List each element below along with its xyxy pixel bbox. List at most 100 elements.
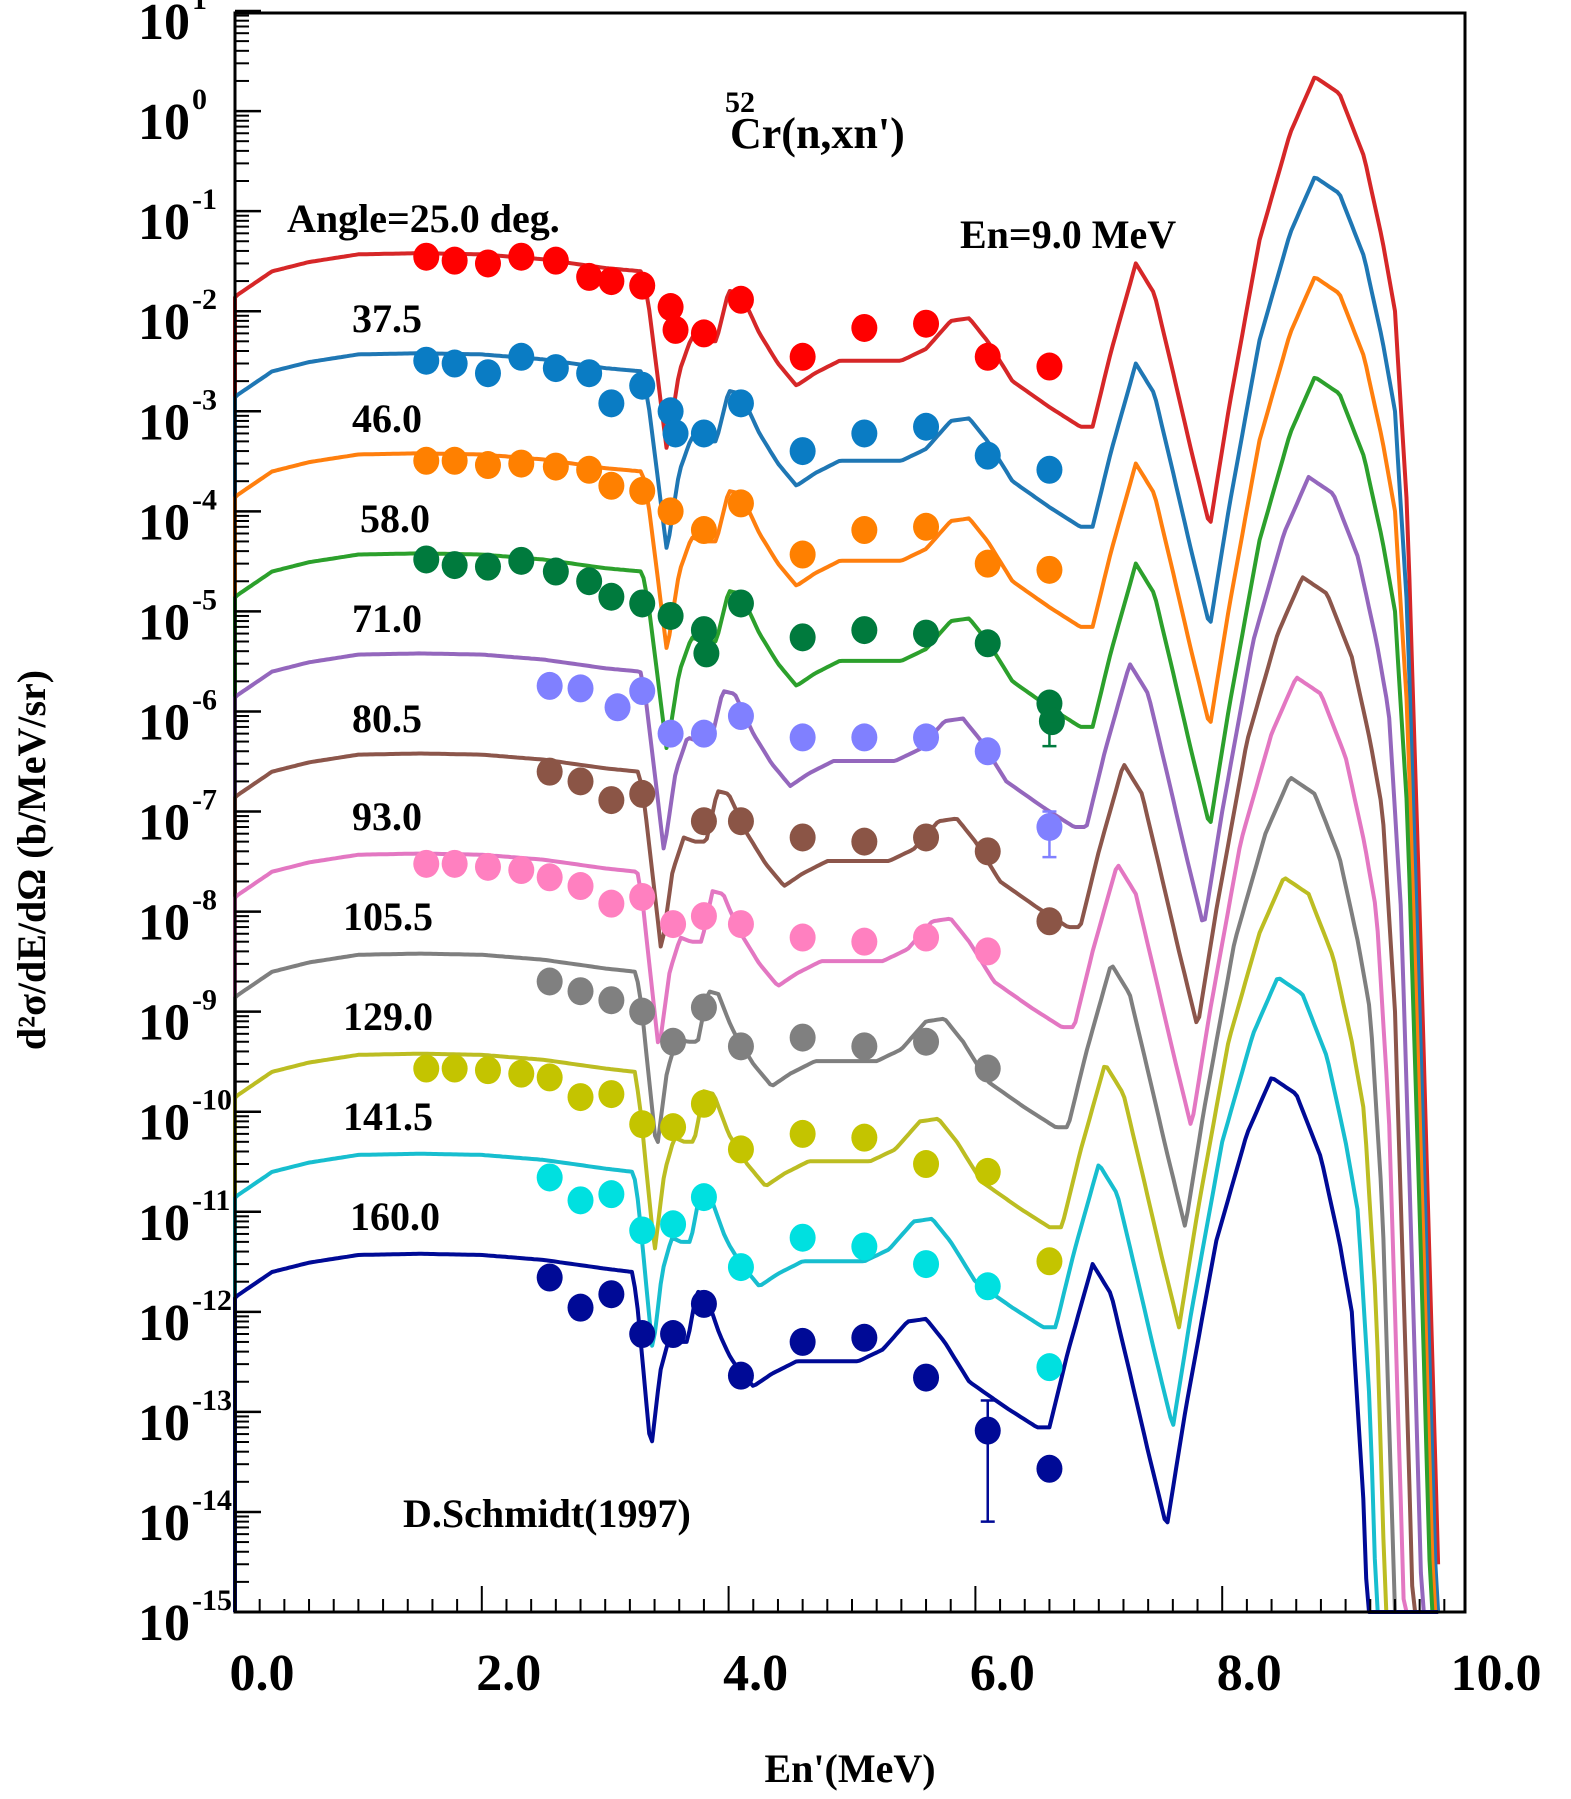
data-point-71.0: [789, 723, 816, 752]
data-point-25.0: [474, 249, 501, 278]
y-tick-label: 10: [138, 294, 190, 351]
data-point-129.0: [660, 1113, 687, 1142]
x-axis-ticks: [234, 1586, 1446, 1612]
data-point-25.0: [690, 319, 717, 348]
data-point-58.0: [913, 619, 940, 648]
data-point-25.0: [413, 242, 440, 271]
data-point-46.0: [441, 446, 468, 475]
data-point-37.5: [690, 419, 717, 448]
data-point-71.0: [629, 677, 656, 706]
y-tick-exponent: -1: [192, 183, 217, 216]
y-tick-label: 10: [138, 1095, 190, 1152]
data-point-46.0: [851, 516, 878, 545]
data-point-129.0: [567, 1083, 594, 1112]
angle-label-80.5: 80.5: [352, 696, 422, 741]
data-point-37.5: [508, 342, 535, 371]
data-point-25.0: [662, 315, 689, 344]
data-point-105.5: [629, 997, 656, 1026]
data-point-46.0: [789, 540, 816, 569]
data-point-141.5: [660, 1210, 687, 1239]
x-tick-label: 4.0: [723, 1645, 788, 1702]
y-axis-tick-labels: 10110010-110-210-310-410-510-610-710-810…: [138, 0, 232, 1652]
data-point-80.5: [690, 807, 717, 836]
data-point-80.5: [789, 823, 816, 852]
y-tick-exponent: -10: [192, 1084, 232, 1117]
data-point-80.5: [598, 786, 625, 815]
data-point-141.5: [851, 1232, 878, 1261]
data-point-25.0: [727, 285, 754, 314]
data-point-58.0: [441, 551, 468, 580]
data-point-93.0: [536, 863, 563, 892]
angle-label-46.0: 46.0: [352, 396, 422, 441]
data-point-105.5: [567, 977, 594, 1006]
data-point-46.0: [542, 452, 569, 481]
data-point-46.0: [974, 549, 1001, 578]
data-point-141.5: [913, 1250, 940, 1279]
model-curve-141.5: [233, 976, 1439, 1614]
data-point-46.0: [690, 516, 717, 545]
y-tick-label: 10: [138, 995, 190, 1052]
data-point-58.0: [542, 557, 569, 586]
data-point-58.0: [974, 629, 1001, 658]
data-point-37.5: [474, 359, 501, 388]
data-point-141.5: [727, 1253, 754, 1282]
y-tick-exponent: -14: [192, 1484, 232, 1517]
data-point-129.0: [913, 1150, 940, 1179]
data-point-80.5: [567, 767, 594, 796]
data-point-46.0: [629, 476, 656, 505]
y-tick-exponent: -6: [192, 683, 217, 716]
data-point-160.0: [727, 1361, 754, 1390]
data-point-141.5: [1036, 1353, 1063, 1382]
data-point-46.0: [727, 489, 754, 518]
data-point-160.0: [567, 1293, 594, 1322]
data-point-129.0: [851, 1123, 878, 1152]
data-point-141.5: [536, 1163, 563, 1192]
data-point-80.5: [536, 757, 563, 786]
y-tick-label: 10: [138, 795, 190, 852]
y-tick-label: 10: [138, 895, 190, 952]
x-tick-label: 10.0: [1451, 1645, 1542, 1702]
x-axis-label: En'(MeV): [764, 1746, 935, 1791]
data-point-25.0: [598, 267, 625, 296]
data-point-160.0: [598, 1280, 625, 1309]
data-point-25.0: [913, 309, 940, 338]
data-point-25.0: [576, 262, 603, 291]
data-point-93.0: [629, 882, 656, 911]
data-point-160.0: [851, 1323, 878, 1352]
data-point-25.0: [441, 246, 468, 275]
data-point-93.0: [567, 872, 594, 901]
angle-label-58.0: 58.0: [360, 496, 430, 541]
data-point-25.0: [629, 271, 656, 300]
data-point-37.5: [1036, 455, 1063, 484]
data-point-129.0: [413, 1054, 440, 1083]
data-point-129.0: [508, 1059, 535, 1088]
y-tick-label: 10: [138, 1595, 190, 1652]
y-tick-exponent: -3: [192, 383, 217, 416]
title-superscript: 52: [725, 86, 755, 119]
x-tick-label: 6.0: [970, 1645, 1035, 1702]
y-tick-exponent: 1: [192, 0, 207, 16]
data-point-58.0: [629, 589, 656, 618]
data-point-129.0: [629, 1110, 656, 1139]
y-tick-label: 10: [138, 694, 190, 751]
data-point-46.0: [657, 497, 684, 526]
data-point-93.0: [660, 910, 687, 939]
data-point-58.0: [413, 545, 440, 574]
data-point-71.0: [851, 723, 878, 752]
data-point-129.0: [727, 1135, 754, 1164]
angle-labels: Angle=25.0 deg. 37.5 46.0 58.0 71.0 80.5 93.0 1…: [287, 196, 560, 1239]
data-point-58.0: [727, 589, 754, 618]
data-point-58.0: [576, 567, 603, 596]
y-tick-label: 10: [138, 494, 190, 551]
data-point-160.0: [690, 1289, 717, 1318]
y-tick-label: 10: [138, 0, 190, 51]
data-point-58.0: [690, 616, 717, 645]
data-point-160.0: [629, 1320, 656, 1349]
y-tick-label: 10: [138, 94, 190, 151]
data-point-129.0: [690, 1089, 717, 1118]
data-point-37.5: [413, 346, 440, 375]
data-point-25.0: [1036, 352, 1063, 381]
data-point-93.0: [598, 889, 625, 918]
error-bars: [980, 719, 1057, 1523]
